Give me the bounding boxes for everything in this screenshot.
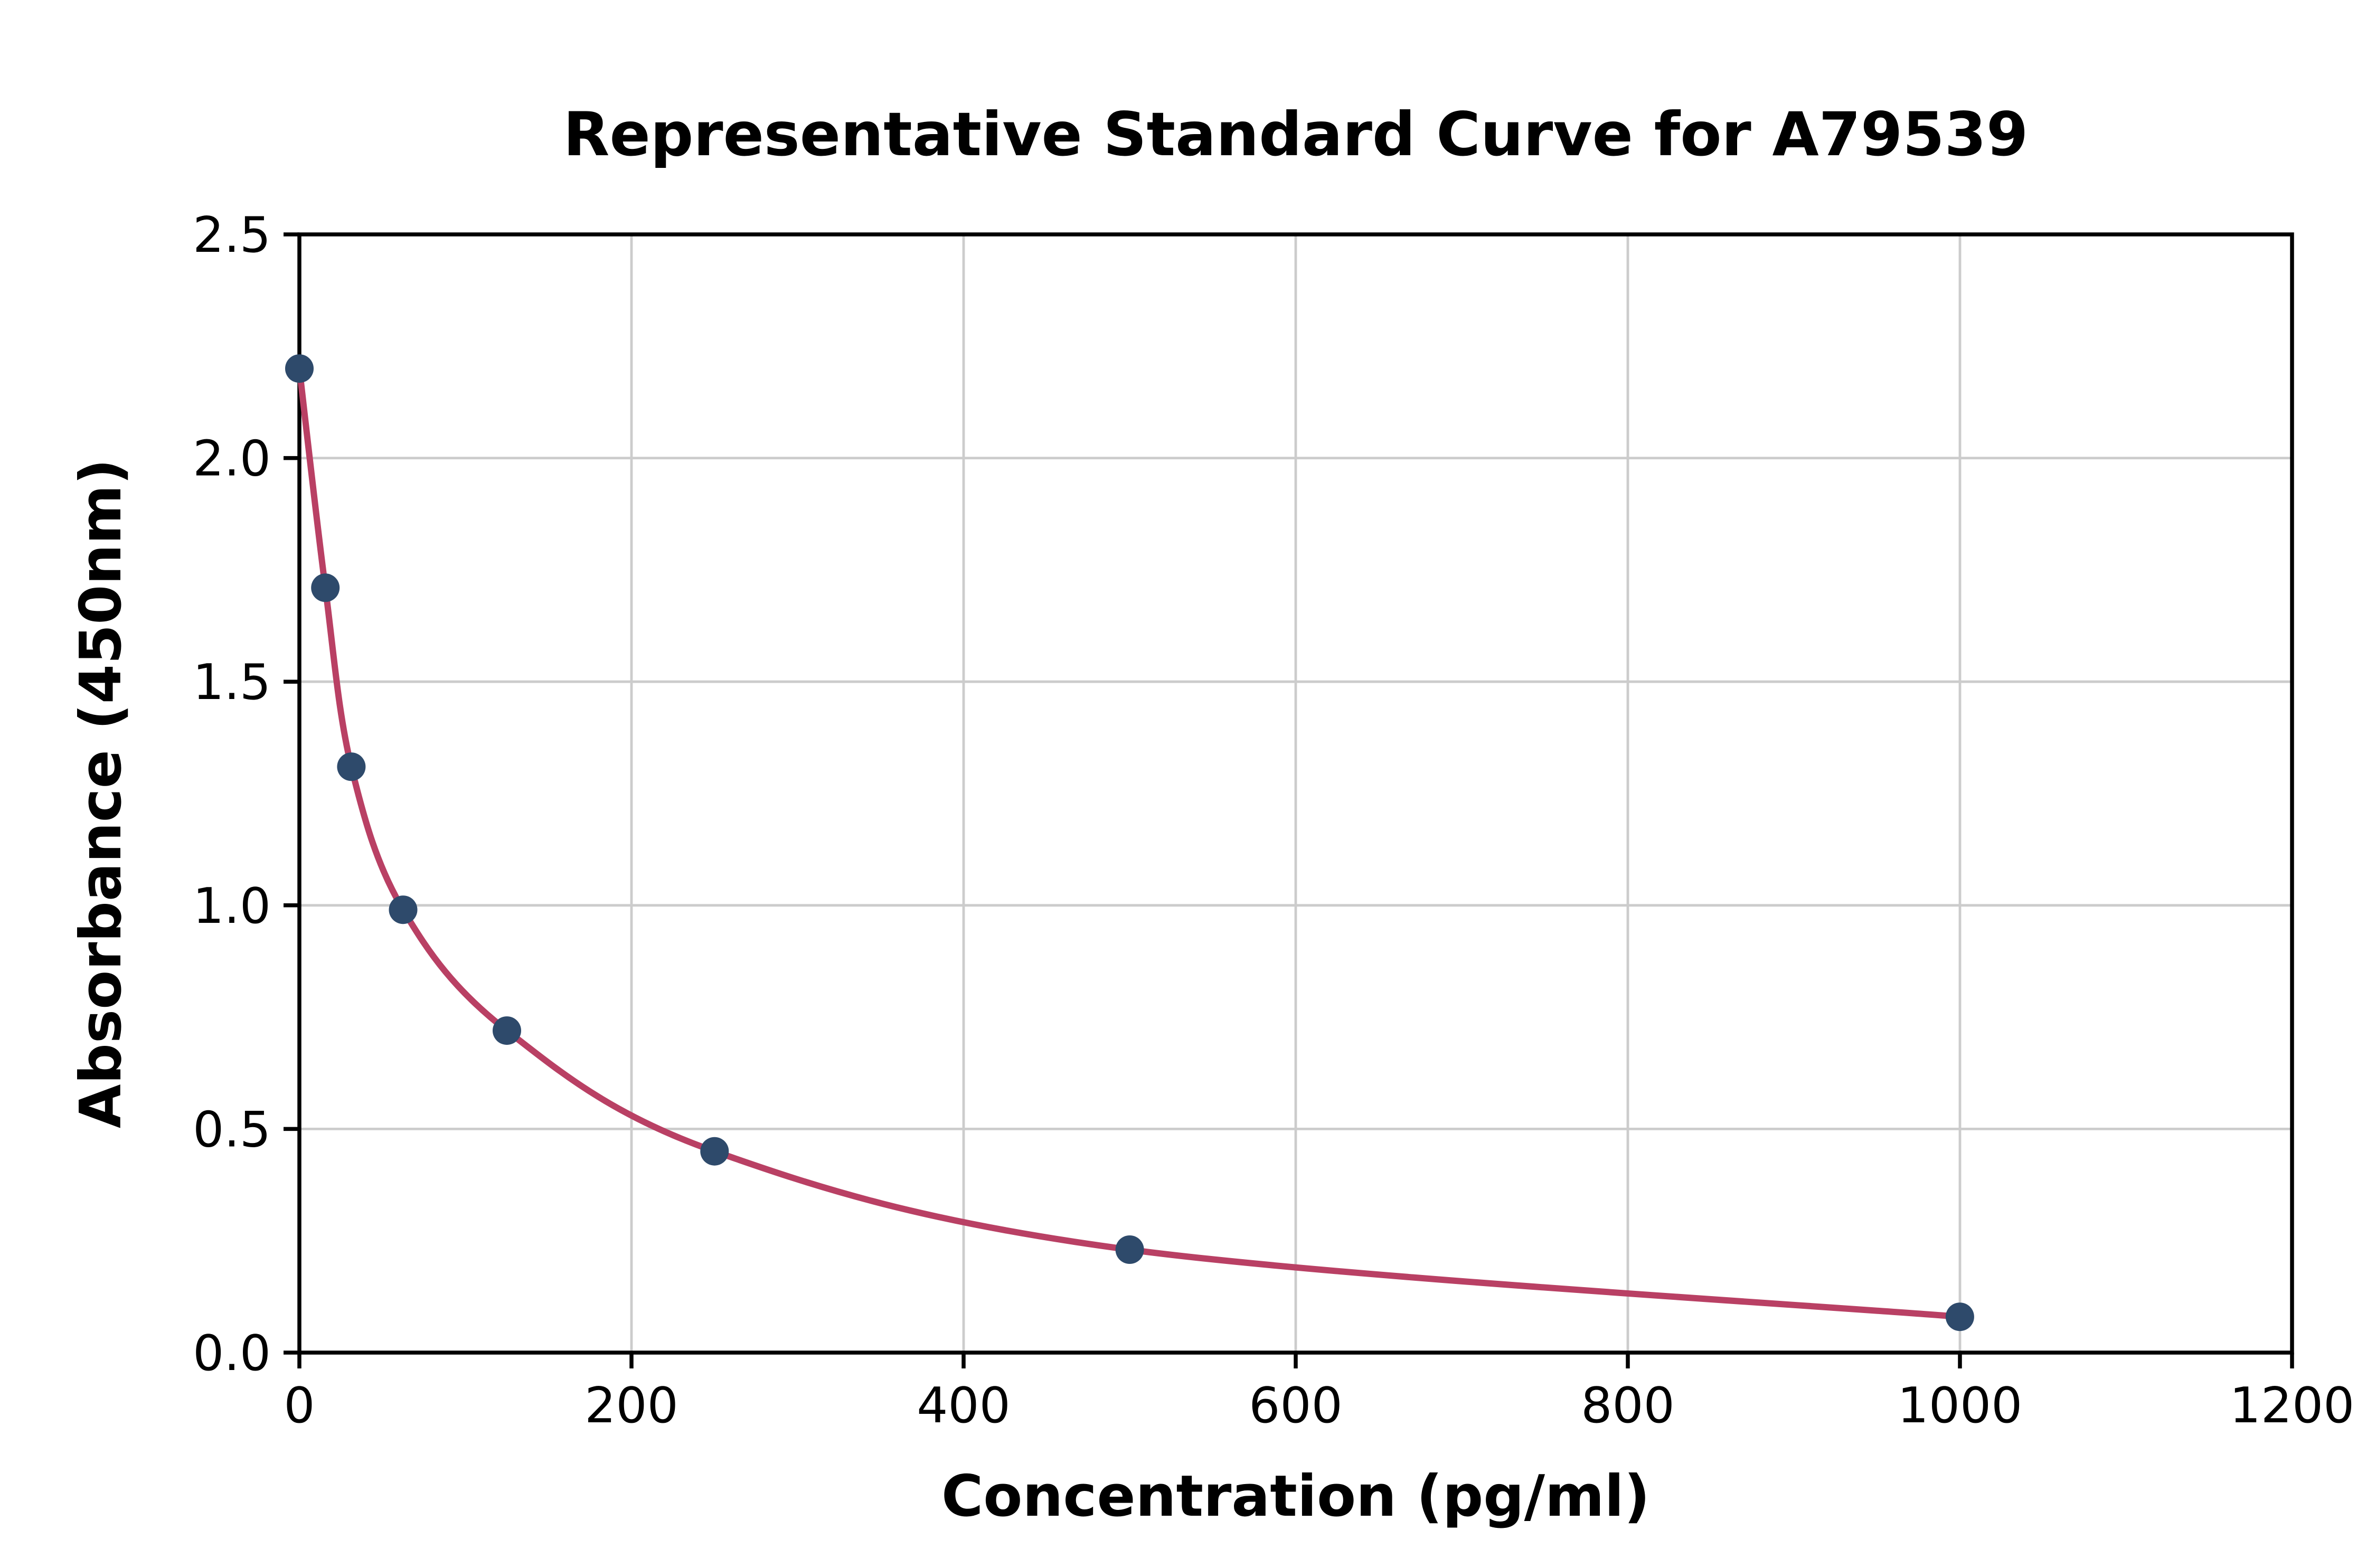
x-tick-label: 600 bbox=[1249, 1377, 1343, 1434]
x-tick-label: 400 bbox=[917, 1377, 1011, 1434]
y-axis-label: Absorbance (450nm) bbox=[68, 459, 134, 1128]
grid-lines bbox=[298, 233, 2294, 1354]
axis-ticks bbox=[284, 232, 2294, 1368]
y-tick-label: 1.5 bbox=[193, 654, 271, 711]
axis-tick-labels: 0 200 400 600 800 1000 1200 0.0 0.5 1.0 1.5 2.0 2.5 bbox=[193, 206, 2354, 1434]
data-point bbox=[285, 354, 314, 383]
y-tick-label: 1.0 bbox=[193, 877, 271, 934]
fit-curve bbox=[296, 365, 1963, 1320]
data-point bbox=[311, 573, 340, 602]
x-tick-label: 200 bbox=[584, 1377, 678, 1434]
data-points bbox=[285, 354, 1974, 1331]
data-point bbox=[389, 895, 418, 924]
data-point bbox=[700, 1137, 729, 1166]
x-tick-label: 1200 bbox=[2230, 1377, 2355, 1434]
data-point bbox=[1115, 1235, 1144, 1264]
data-point bbox=[493, 1016, 521, 1045]
chart-title: Representative Standard Curve for A79539 bbox=[563, 99, 2029, 169]
x-tick-label: 800 bbox=[1581, 1377, 1675, 1434]
x-tick-label: 1000 bbox=[1898, 1377, 2023, 1434]
y-tick-label: 2.5 bbox=[193, 206, 271, 263]
data-point bbox=[337, 752, 366, 781]
y-tick-label: 2.0 bbox=[193, 430, 271, 487]
x-tick-label: 0 bbox=[284, 1377, 315, 1434]
x-axis-label: Concentration (pg/ml) bbox=[941, 1463, 1650, 1529]
data-point bbox=[1945, 1302, 1974, 1331]
y-tick-label: 0.0 bbox=[193, 1325, 271, 1382]
y-tick-label: 0.5 bbox=[193, 1101, 271, 1158]
